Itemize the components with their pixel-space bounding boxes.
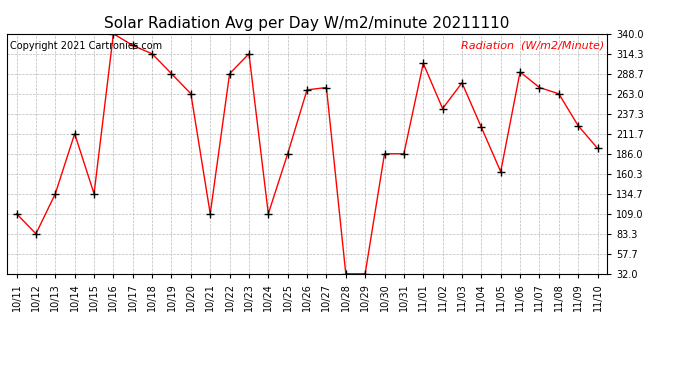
Point	[515, 69, 526, 75]
Point	[263, 211, 274, 217]
Point	[50, 191, 61, 197]
Point	[340, 271, 351, 277]
Point	[11, 211, 22, 217]
Text: Copyright 2021 Cartronics.com: Copyright 2021 Cartronics.com	[10, 41, 162, 51]
Point	[166, 71, 177, 77]
Point	[495, 169, 506, 175]
Point	[592, 145, 603, 151]
Point	[359, 271, 371, 277]
Point	[417, 60, 428, 66]
Point	[534, 84, 545, 90]
Point	[205, 211, 216, 217]
Point	[30, 231, 41, 237]
Point	[108, 31, 119, 37]
Point	[186, 91, 197, 97]
Point	[457, 80, 468, 86]
Point	[379, 151, 390, 157]
Point	[437, 105, 448, 111]
Text: Radiation  (W/m2/Minute): Radiation (W/m2/Minute)	[461, 41, 604, 51]
Point	[398, 151, 409, 157]
Point	[476, 124, 487, 130]
Title: Solar Radiation Avg per Day W/m2/minute 20211110: Solar Radiation Avg per Day W/m2/minute …	[104, 16, 510, 31]
Point	[282, 151, 293, 157]
Point	[321, 84, 332, 90]
Point	[88, 191, 99, 197]
Point	[146, 51, 157, 57]
Point	[553, 91, 564, 97]
Point	[224, 71, 235, 77]
Point	[127, 42, 138, 48]
Point	[244, 51, 255, 57]
Point	[302, 87, 313, 93]
Point	[573, 123, 584, 129]
Point	[69, 131, 80, 137]
